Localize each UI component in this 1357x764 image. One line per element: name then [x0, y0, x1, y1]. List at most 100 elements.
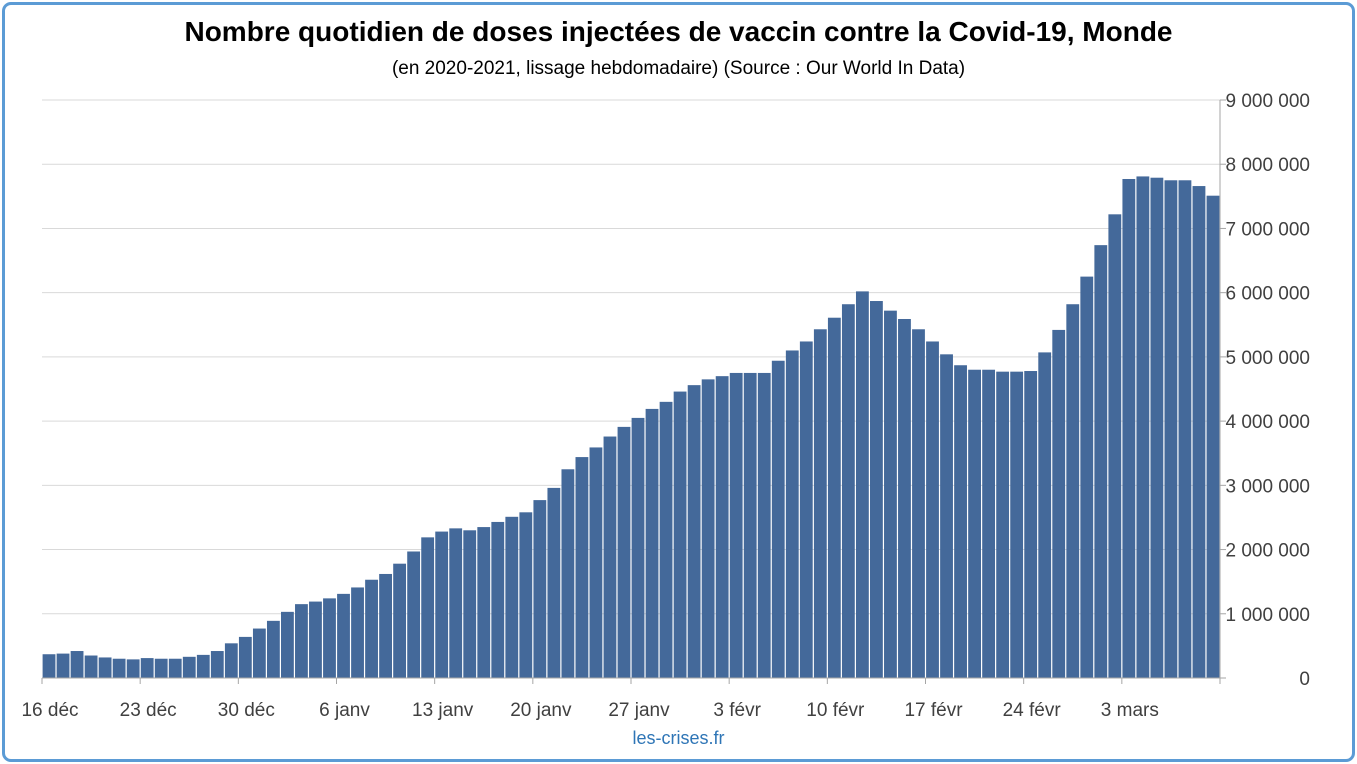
bar — [771, 360, 785, 678]
chart-title: Nombre quotidien de doses injectées de v… — [184, 16, 1173, 47]
bar — [112, 658, 126, 678]
bar — [1038, 352, 1052, 678]
bar — [56, 653, 70, 678]
x-tick-label: 6 janv — [319, 700, 370, 721]
bar — [140, 658, 154, 678]
bar — [687, 385, 701, 678]
bar — [168, 658, 182, 678]
x-tick-label: 3 févr — [713, 700, 761, 721]
bar — [799, 341, 813, 678]
bar — [1192, 186, 1206, 678]
bar — [154, 658, 168, 678]
bar — [42, 654, 56, 678]
bar — [729, 372, 743, 678]
bar — [785, 350, 799, 678]
chart-subtitle: (en 2020-2021, lissage hebdomadaire) (So… — [391, 58, 966, 79]
bar — [407, 551, 421, 678]
y-tick-label: 5 000 000 — [1225, 348, 1310, 369]
bar — [912, 329, 925, 678]
y-tick-label: 3 000 000 — [1225, 476, 1310, 497]
bar-series — [42, 176, 1220, 679]
bar — [281, 611, 294, 678]
bar — [323, 598, 336, 678]
bar — [968, 369, 981, 678]
bar — [365, 579, 378, 678]
bar — [898, 318, 911, 678]
bar — [463, 530, 477, 678]
bar — [477, 527, 491, 678]
bar — [84, 655, 98, 678]
bar — [884, 310, 897, 678]
bar — [98, 657, 112, 678]
bar — [182, 656, 196, 678]
bar — [393, 563, 407, 678]
bar — [519, 512, 533, 678]
bar — [645, 408, 659, 678]
bar — [351, 587, 364, 678]
x-tick-label: 27 janv — [608, 700, 670, 721]
y-tick-label: 9 000 000 — [1225, 91, 1310, 112]
bar — [631, 417, 645, 678]
bar — [617, 426, 631, 678]
x-tick-labels: 16 déc 23 déc 30 déc 6 janv 13 janv 20 janv 27… — [21, 700, 1158, 721]
bar — [126, 659, 140, 678]
bar — [196, 654, 210, 678]
bar — [1150, 177, 1164, 678]
x-tick-label: 23 déc — [120, 700, 177, 721]
bar — [1136, 176, 1150, 678]
y-tick-labels: 0 1 000 000 2 000 000 3 000 000 4 000 000 5 0… — [1225, 91, 1310, 690]
bar — [1178, 180, 1192, 678]
y-tick-label: 4 000 000 — [1225, 412, 1310, 433]
y-tick-label: 8 000 000 — [1225, 155, 1310, 176]
x-tick-label: 13 janv — [412, 700, 474, 721]
gridlines — [42, 99, 1220, 615]
bar — [1066, 304, 1080, 678]
bar — [505, 516, 519, 678]
bar — [589, 447, 603, 678]
bar — [743, 372, 757, 678]
bar — [295, 604, 308, 678]
y-tick-label: 7 000 000 — [1225, 219, 1310, 240]
bar — [238, 636, 252, 678]
bar — [210, 651, 224, 678]
bar — [1164, 180, 1178, 678]
bar — [1108, 214, 1122, 678]
y-tick-label: 1 000 000 — [1225, 605, 1310, 626]
bar — [954, 365, 967, 678]
bar — [701, 379, 715, 678]
bar — [1080, 276, 1094, 678]
bar — [659, 401, 673, 678]
bar — [982, 369, 996, 678]
bar — [870, 301, 883, 678]
bar — [673, 391, 687, 678]
bar — [575, 457, 589, 678]
bar — [547, 487, 561, 678]
bar — [252, 628, 266, 678]
axes — [41, 99, 1226, 684]
bar — [435, 531, 449, 678]
bar — [266, 620, 280, 678]
x-tick-label: 30 déc — [218, 700, 275, 721]
bar — [855, 291, 869, 678]
bar — [491, 521, 505, 678]
bar — [1122, 178, 1136, 678]
bar — [1206, 195, 1220, 679]
x-tick-label: 17 févr — [904, 700, 963, 721]
bar — [1094, 245, 1108, 679]
x-tick-label: 24 févr — [1003, 700, 1062, 721]
bar — [603, 436, 617, 678]
x-tick-label: 16 déc — [21, 700, 78, 721]
bar — [1010, 371, 1024, 678]
bar — [715, 376, 729, 678]
bar — [449, 528, 463, 678]
bar — [309, 601, 322, 678]
bar — [224, 643, 238, 678]
x-tick-label: 20 janv — [510, 700, 572, 721]
watermark: les-crises.fr — [632, 728, 725, 748]
bar — [926, 341, 939, 678]
bar — [996, 371, 1010, 678]
bar — [827, 317, 841, 678]
bar — [379, 573, 392, 678]
bar — [561, 469, 575, 678]
